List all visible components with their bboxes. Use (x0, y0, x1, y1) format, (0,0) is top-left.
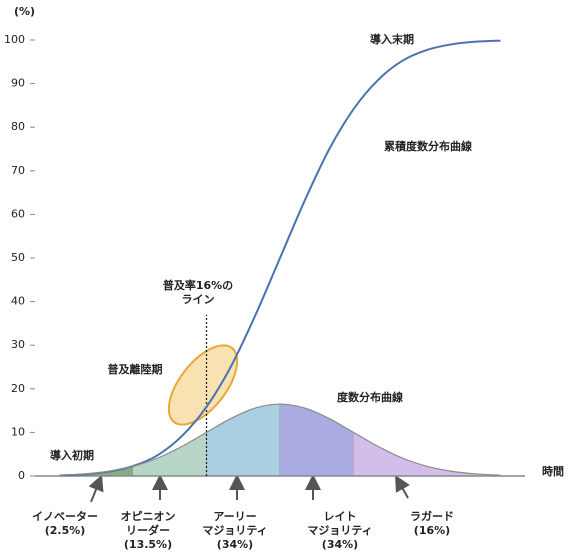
y-tick-label: 0 (18, 469, 25, 482)
adopter-label: (2.5%) (45, 524, 86, 537)
adopter-label: アーリー (213, 510, 256, 523)
y-tick-label: 30 (11, 338, 25, 351)
y-tick-label: 90 (11, 77, 25, 90)
marker-label: ライン (182, 293, 215, 306)
x-axis-label: 時間 (542, 464, 564, 478)
y-tick-label: 50 (11, 251, 25, 264)
adopter-label: オピニオン (121, 510, 176, 523)
series-line (59, 403, 501, 476)
curve-label: 累積度数分布曲線 (384, 139, 472, 153)
phase-label: 導入末期 (370, 32, 414, 46)
y-tick-label: 60 (11, 207, 25, 220)
arrows (88, 474, 410, 503)
phase-label: 普及離陸期 (108, 362, 163, 376)
y-axis-label: (%) (14, 5, 35, 18)
y-tick-label: 10 (11, 425, 25, 438)
adopter-label: マジョリティ (307, 524, 372, 537)
adopter-label: マジョリティ (202, 524, 267, 537)
marker-label: 普及率16%の (163, 278, 233, 292)
distribution-segment (353, 432, 501, 476)
adopter-label: (34%) (217, 538, 253, 551)
adopter-label: (13.5%) (124, 538, 172, 551)
adopter-label: リーダー (126, 523, 170, 537)
phase-label: 導入初期 (50, 448, 94, 462)
y-tick-label: 80 (11, 120, 25, 133)
y-tick-label: 20 (11, 382, 25, 395)
adopter-label: レイト (324, 510, 357, 523)
curve-label: 度数分布曲線 (337, 390, 403, 404)
y-tick-label: 70 (11, 164, 25, 177)
adopter-label: (16%) (414, 524, 450, 537)
adopter-label: (34%) (322, 538, 358, 551)
y-tick-label: 40 (11, 295, 25, 308)
distribution-segment (280, 404, 354, 476)
adopter-label: ラガード (410, 509, 454, 523)
adopter-label: イノベーター (32, 510, 98, 523)
distribution-segment (206, 404, 280, 476)
distribution-segment (59, 466, 133, 476)
highlight-ellipse (167, 344, 239, 426)
y-tick-label: 100 (4, 33, 25, 46)
